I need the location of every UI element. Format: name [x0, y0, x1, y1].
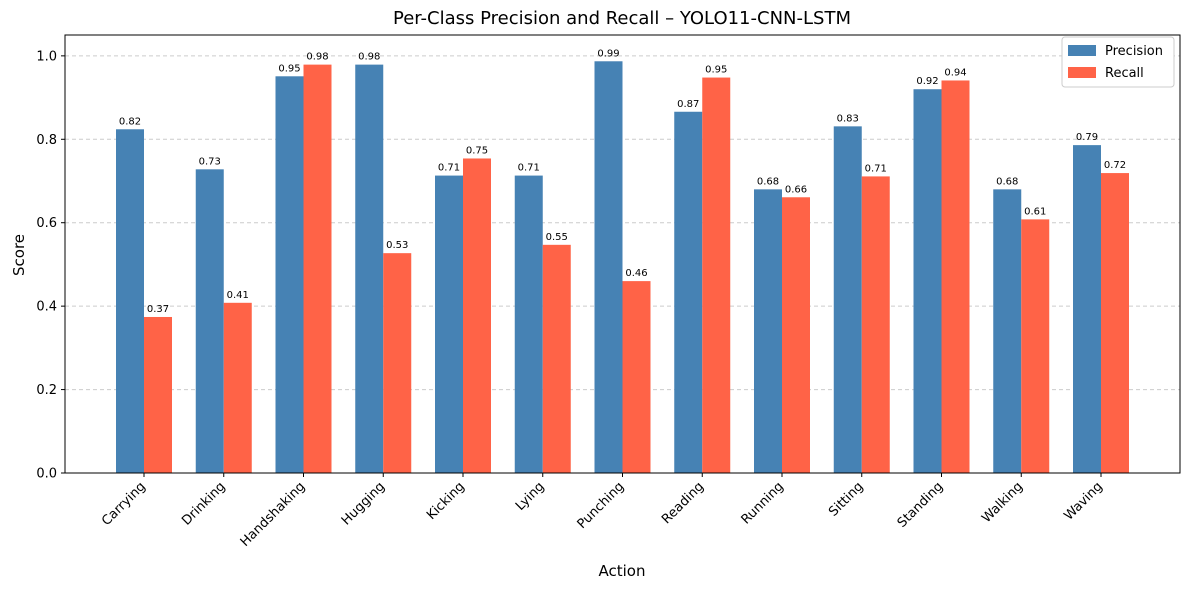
x-tick-label: Carrying	[99, 479, 149, 529]
x-axis-title: Action	[599, 562, 646, 580]
y-tick-label: 0.6	[36, 216, 57, 231]
bar-precision	[116, 129, 144, 473]
bar-value-label: 0.79	[1076, 132, 1098, 143]
x-axis: Carrying Drinking Handshaking Hugging Kickin…	[99, 473, 1106, 550]
bar-value-label: 0.99	[597, 48, 619, 59]
bar-value-label: 0.68	[996, 176, 1018, 187]
bar-value-label: 0.61	[1024, 206, 1046, 217]
x-tick-label: Drinking	[179, 479, 228, 528]
bar-recall	[542, 244, 571, 473]
bar-value-label: 0.66	[785, 184, 807, 195]
bar-precision	[435, 175, 463, 473]
bar-recall	[941, 80, 970, 474]
x-tick-label: Running	[739, 479, 787, 527]
data-labels: 0.82 0.37 0.73 0.41 0.95 0.98 0.98 0.53 0.71 0.75…	[119, 48, 1126, 315]
x-tick-label: Standing	[895, 479, 947, 531]
bar-precision	[195, 169, 224, 473]
legend-swatch-precision	[1068, 45, 1096, 56]
x-tick-label: Sitting	[826, 479, 866, 519]
x-tick-label: Punching	[575, 479, 628, 532]
x-tick-label: Waving	[1061, 479, 1105, 523]
y-tick-label: 0.4	[36, 300, 57, 315]
bar-value-label: 0.95	[705, 65, 727, 76]
legend-swatch-recall	[1068, 67, 1096, 78]
bar-value-label: 0.98	[306, 52, 328, 63]
bar-value-label: 0.98	[358, 52, 380, 63]
bar-recall	[782, 197, 810, 474]
legend-label-recall: Recall	[1105, 66, 1144, 81]
legend-label-precision: Precision	[1105, 44, 1163, 59]
bar-recall	[223, 302, 252, 473]
bar-precision	[754, 189, 782, 474]
bars	[116, 61, 1129, 474]
bar-value-label: 0.72	[1104, 160, 1126, 171]
bar-precision	[913, 89, 942, 473]
bar-value-label: 0.41	[227, 290, 249, 301]
bar-value-label: 0.55	[546, 232, 568, 243]
bar-value-label: 0.87	[677, 99, 699, 110]
bar-precision	[993, 189, 1022, 474]
bar-precision	[275, 76, 304, 473]
bar-recall	[702, 77, 731, 473]
bar-recall	[303, 64, 332, 474]
chart-title: Per-Class Precision and Recall – YOLO11-…	[393, 8, 851, 29]
x-tick-label: Handshaking	[238, 479, 309, 550]
x-tick-label: Lying	[513, 479, 548, 514]
bar-recall	[861, 176, 890, 473]
bar-value-label: 0.82	[119, 116, 141, 127]
bar-precision	[1073, 145, 1101, 473]
bar-recall	[144, 316, 172, 473]
bar-precision	[514, 175, 543, 473]
bar-value-label: 0.37	[147, 304, 169, 315]
bar-recall	[383, 253, 412, 473]
bar-precision	[594, 61, 623, 473]
x-tick-label: Hugging	[339, 479, 388, 528]
bar-value-label: 0.46	[625, 268, 647, 279]
y-tick-label: 0.0	[36, 467, 57, 482]
bar-recall	[622, 281, 651, 473]
bar-precision	[674, 111, 703, 474]
x-tick-label: Walking	[979, 479, 1026, 526]
bar-value-label: 0.68	[757, 176, 779, 187]
bar-value-label: 0.53	[386, 240, 408, 251]
y-tick-label: 1.0	[36, 49, 57, 64]
bar-value-label: 0.94	[944, 67, 966, 78]
bar-value-label: 0.73	[199, 156, 221, 167]
y-tick-label: 0.2	[36, 383, 57, 398]
y-axis: 0.0 0.2 0.4 0.6 0.8 1.0	[36, 49, 65, 482]
bar-precision	[355, 64, 384, 474]
bar-value-label: 0.75	[466, 145, 488, 156]
bar-recall	[1021, 219, 1050, 473]
bar-value-label: 0.95	[278, 63, 300, 74]
x-tick-label: Kicking	[424, 479, 468, 523]
bar-precision	[833, 126, 862, 474]
bar-value-label: 0.71	[518, 163, 540, 174]
y-tick-label: 0.8	[36, 133, 57, 148]
bar-recall	[463, 158, 491, 473]
bar-value-label: 0.83	[837, 113, 859, 124]
bar-recall	[1101, 173, 1129, 473]
x-tick-label: Reading	[659, 479, 707, 527]
bar-value-label: 0.71	[438, 163, 460, 174]
bar-value-label: 0.71	[865, 163, 887, 174]
bar-value-label: 0.92	[916, 76, 938, 87]
y-axis-title: Score	[10, 234, 28, 276]
legend: Precision Recall	[1061, 36, 1175, 88]
